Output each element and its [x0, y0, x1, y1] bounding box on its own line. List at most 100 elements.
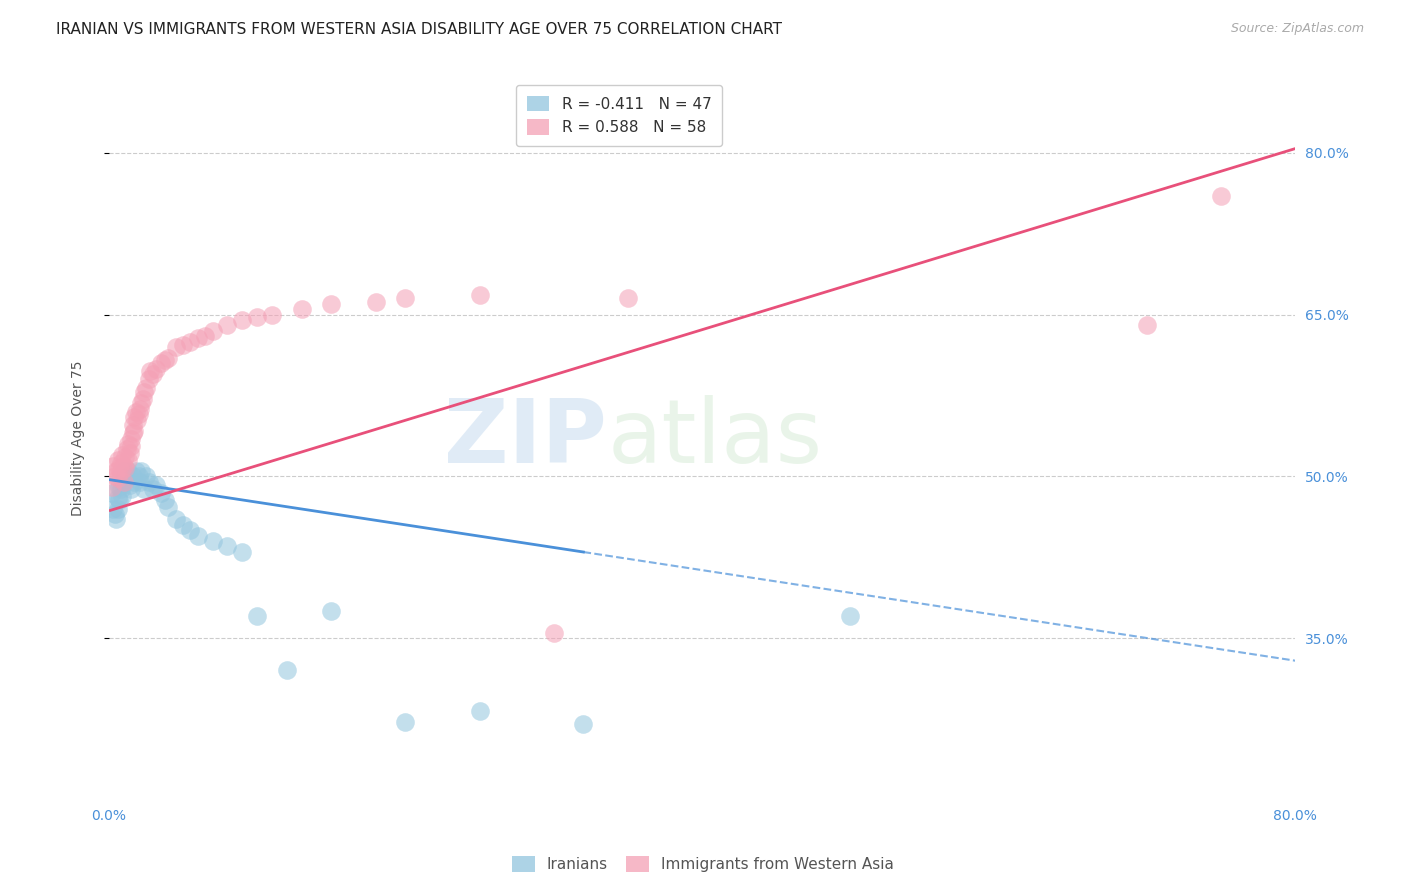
Point — [101, 485, 124, 500]
Point — [124, 464, 146, 478]
Point — [138, 372, 160, 386]
Point — [165, 340, 187, 354]
Point — [103, 501, 125, 516]
Point — [131, 396, 153, 410]
Point — [105, 512, 128, 526]
Point — [129, 475, 152, 489]
Point — [468, 704, 491, 718]
Point — [101, 480, 124, 494]
Point — [112, 475, 135, 489]
Point — [145, 478, 167, 492]
Point — [165, 512, 187, 526]
Point — [179, 334, 201, 349]
Point — [117, 437, 139, 451]
Point — [179, 523, 201, 537]
Point — [142, 483, 165, 497]
Point — [107, 491, 129, 505]
Point — [121, 426, 143, 441]
Text: atlas: atlas — [607, 395, 823, 482]
Point — [120, 439, 142, 453]
Point — [103, 458, 125, 473]
Point — [110, 457, 132, 471]
Point — [246, 609, 269, 624]
Point — [105, 464, 128, 478]
Point — [122, 424, 145, 438]
Point — [124, 404, 146, 418]
Point — [122, 410, 145, 425]
Point — [108, 480, 131, 494]
Y-axis label: Disability Age Over 75: Disability Age Over 75 — [72, 361, 86, 516]
Text: ZIP: ZIP — [444, 395, 607, 482]
Point — [217, 318, 239, 333]
Point — [260, 308, 283, 322]
Point — [111, 448, 134, 462]
Point — [149, 485, 172, 500]
Point — [543, 625, 565, 640]
Point — [112, 475, 135, 489]
Point — [231, 545, 253, 559]
Point — [134, 483, 156, 497]
Point — [107, 453, 129, 467]
Point — [118, 478, 141, 492]
Point — [108, 493, 131, 508]
Point — [117, 453, 139, 467]
Point — [118, 445, 141, 459]
Point — [104, 469, 127, 483]
Point — [468, 288, 491, 302]
Point — [114, 450, 136, 464]
Legend: R = -0.411   N = 47, R = 0.588   N = 58: R = -0.411 N = 47, R = 0.588 N = 58 — [516, 85, 723, 146]
Point — [246, 310, 269, 324]
Point — [121, 469, 143, 483]
Point — [128, 469, 150, 483]
Point — [107, 501, 129, 516]
Point — [134, 385, 156, 400]
Point — [291, 302, 314, 317]
Point — [839, 609, 862, 624]
Point — [120, 483, 142, 497]
Point — [115, 471, 138, 485]
Point — [122, 475, 145, 489]
Point — [120, 432, 142, 446]
Point — [187, 331, 209, 345]
Point — [135, 381, 157, 395]
Point — [153, 493, 176, 508]
Point — [194, 329, 217, 343]
Point — [276, 664, 298, 678]
Point — [111, 475, 134, 489]
Point — [364, 294, 387, 309]
Point — [153, 352, 176, 367]
Point — [110, 483, 132, 497]
Point — [572, 717, 595, 731]
Point — [138, 475, 160, 489]
Point — [1136, 318, 1159, 333]
Point — [131, 464, 153, 478]
Point — [107, 471, 129, 485]
Point — [108, 460, 131, 475]
Point — [157, 351, 180, 365]
Point — [172, 517, 194, 532]
Point — [145, 361, 167, 376]
Point — [394, 292, 416, 306]
Point — [125, 413, 148, 427]
Point — [142, 367, 165, 381]
Point — [114, 460, 136, 475]
Point — [187, 528, 209, 542]
Point — [117, 464, 139, 478]
Point — [231, 313, 253, 327]
Point — [110, 469, 132, 483]
Point — [114, 469, 136, 483]
Point — [115, 442, 138, 457]
Point — [394, 715, 416, 730]
Point — [321, 604, 343, 618]
Point — [139, 364, 162, 378]
Point — [157, 500, 180, 514]
Point — [135, 469, 157, 483]
Point — [104, 507, 127, 521]
Point — [149, 356, 172, 370]
Point — [112, 458, 135, 473]
Point — [129, 402, 152, 417]
Point — [172, 338, 194, 352]
Point — [617, 292, 640, 306]
Legend: Iranians, Immigrants from Western Asia: Iranians, Immigrants from Western Asia — [505, 848, 901, 880]
Point — [121, 417, 143, 432]
